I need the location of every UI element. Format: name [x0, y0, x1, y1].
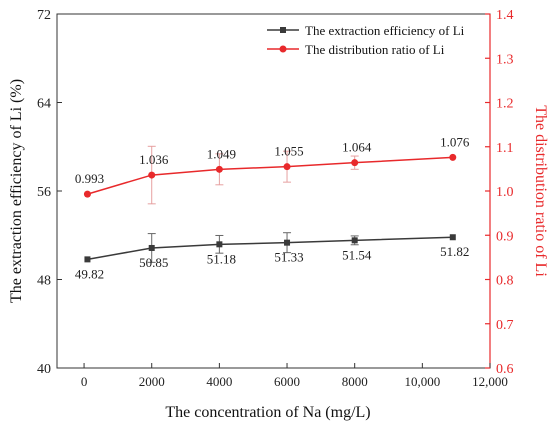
data-point [351, 159, 359, 167]
data-point [83, 190, 91, 198]
data-label: 0.993 [75, 171, 104, 186]
data-point [449, 153, 457, 161]
y-right-tick-label: 1.4 [496, 8, 514, 23]
plot-frame [56, 13, 491, 369]
data-point [216, 241, 223, 248]
series-line [87, 156, 453, 195]
y-right-tick-label: 0.7 [496, 318, 514, 333]
y-right-tick-label: 1.2 [496, 97, 514, 112]
y-left-tick-label: 40 [37, 362, 51, 377]
y-right-tick-label: 1.1 [496, 141, 514, 156]
data-label: 1.049 [207, 146, 236, 161]
data-label: 50.85 [139, 255, 168, 270]
data-point [148, 171, 156, 179]
x-tick-label: 6000 [274, 374, 300, 389]
series-line [87, 236, 453, 261]
y-left-tick-label: 56 [37, 185, 51, 200]
legend-label: The distribution ratio of Li [305, 42, 445, 57]
legend-label: The extraction efficiency of Li [305, 23, 465, 38]
y-left-tick-label: 64 [37, 97, 51, 112]
x-axis-label: The concentration of Na (mg/L) [165, 404, 370, 421]
y-right-tick-label: 0.6 [496, 362, 514, 377]
data-label: 1.036 [139, 152, 169, 167]
y-left-tick-label: 72 [37, 8, 51, 23]
data-label: 1.076 [440, 134, 470, 149]
data-point [284, 239, 291, 246]
legend-marker [279, 45, 287, 53]
legend-marker [280, 27, 286, 33]
left-y-axis-label: The extraction efficiency of Li (%) [8, 79, 25, 303]
data-label: 1.055 [274, 144, 303, 159]
y-left-tick-label: 48 [37, 274, 51, 289]
x-tick-label: 12,000 [472, 374, 508, 389]
data-point [215, 165, 223, 173]
y-right-tick-label: 0.9 [496, 229, 514, 244]
data-point [351, 237, 358, 244]
data-label: 51.54 [342, 247, 372, 262]
y-right-tick-label: 0.8 [496, 274, 514, 289]
right-y-axis-label: The distribution ratio of Li [532, 105, 549, 277]
data-point [283, 163, 291, 171]
x-tick-label: 10,000 [404, 374, 440, 389]
data-label: 49.82 [75, 266, 104, 281]
y-right-tick-label: 1.0 [496, 185, 514, 200]
data-label: 1.064 [342, 140, 372, 155]
data-point [148, 244, 155, 251]
x-tick-label: 4000 [206, 374, 232, 389]
data-label: 51.33 [274, 250, 303, 265]
data-label: 51.82 [440, 244, 469, 259]
x-tick-label: 0 [81, 374, 88, 389]
x-tick-label: 8000 [342, 374, 368, 389]
data-label: 51.18 [207, 251, 236, 266]
data-point [84, 256, 91, 263]
data-point [449, 234, 456, 241]
y-right-tick-label: 1.3 [496, 52, 514, 67]
x-tick-label: 2000 [139, 374, 165, 389]
